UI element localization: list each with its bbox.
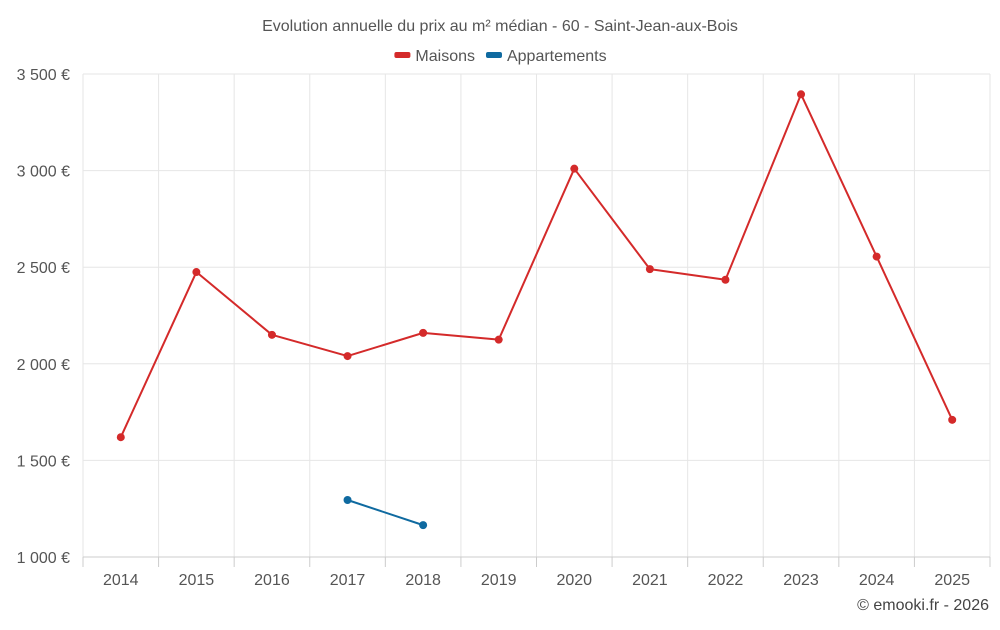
legend: Maisons Appartements — [394, 48, 607, 65]
x-tick-label: 2016 — [254, 572, 290, 589]
legend-item-appartements[interactable]: Appartements — [485, 48, 607, 65]
data-point-appartements[interactable] — [343, 496, 352, 505]
data-point-maisons[interactable] — [116, 433, 125, 442]
data-point-maisons[interactable] — [570, 164, 579, 173]
legend-label-appartements: Appartements — [507, 48, 607, 65]
y-tick-label: 1 500 € — [17, 453, 70, 470]
x-tick-label: 2021 — [632, 572, 668, 589]
series-appartements — [343, 496, 428, 530]
y-axis: 1 000 € 1 500 € 2 000 € 2 500 € 3 000 € 3 500… — [17, 67, 70, 567]
x-tick-label: 2014 — [103, 572, 139, 589]
x-tick-label: 2015 — [179, 572, 215, 589]
x-tick-label: 2019 — [481, 572, 517, 589]
data-point-appartements[interactable] — [419, 521, 428, 530]
series-line-appartements — [347, 499, 424, 527]
x-tick-label: 2023 — [783, 572, 819, 589]
chart-title: Evolution annuelle du prix au m² médian … — [262, 18, 738, 35]
data-point-maisons[interactable] — [343, 352, 352, 361]
series-group — [116, 90, 957, 530]
x-tick-label: 2018 — [405, 572, 441, 589]
legend-label-maisons: Maisons — [415, 48, 475, 65]
x-tick-label: 2020 — [556, 572, 592, 589]
x-tick-label: 2017 — [330, 572, 366, 589]
y-tick-label: 2 000 € — [17, 357, 70, 374]
y-tick-label: 3 000 € — [17, 164, 70, 181]
credit-text: © emooki.fr - 2026 — [857, 597, 989, 614]
x-tick-label: 2024 — [859, 572, 895, 589]
data-point-maisons[interactable] — [419, 328, 428, 337]
y-tick-label: 1 000 € — [17, 550, 70, 567]
data-point-maisons[interactable] — [494, 335, 503, 344]
x-tick-label: 2025 — [934, 572, 970, 589]
y-tick-label: 3 500 € — [17, 67, 70, 84]
x-tick-label: 2022 — [708, 572, 744, 589]
x-axis: 2014 2015 2016 2017 2018 2019 2020 2021 2022 2023… — [82, 556, 991, 589]
data-point-maisons[interactable] — [267, 330, 276, 339]
y-tick-label: 2 500 € — [17, 260, 70, 277]
data-point-maisons[interactable] — [721, 275, 730, 284]
series-maisons — [116, 90, 957, 442]
data-point-maisons[interactable] — [797, 90, 806, 99]
grid-lines — [82, 73, 991, 558]
data-point-maisons[interactable] — [645, 265, 654, 274]
data-point-maisons[interactable] — [872, 252, 881, 261]
data-point-maisons[interactable] — [948, 415, 957, 424]
legend-swatch-maisons — [394, 52, 411, 58]
data-point-maisons[interactable] — [192, 268, 201, 277]
series-line-maisons — [119, 93, 954, 438]
legend-item-maisons[interactable]: Maisons — [394, 48, 475, 65]
legend-swatch-appartements — [485, 52, 502, 58]
